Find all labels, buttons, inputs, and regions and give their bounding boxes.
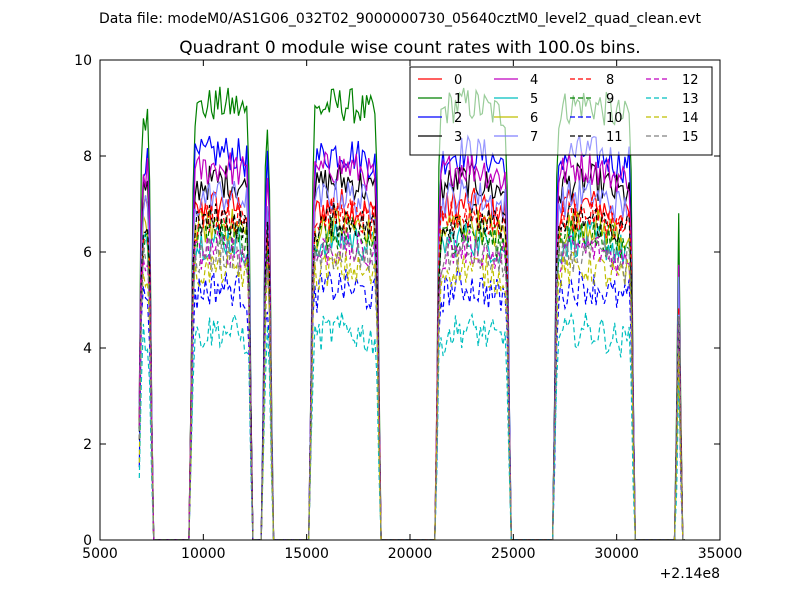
y-tick-label-1: 2 bbox=[83, 437, 92, 453]
x-tick-label-5: 30000 bbox=[594, 546, 639, 562]
series-line-6 bbox=[138, 208, 685, 540]
legend-label-13: 13 bbox=[682, 92, 699, 107]
series-line-7 bbox=[138, 177, 685, 540]
legend-label-5: 5 bbox=[530, 92, 538, 107]
chart-title: Quadrant 0 module wise count rates with … bbox=[179, 38, 640, 58]
series-line-2 bbox=[138, 134, 685, 540]
legend-label-1: 1 bbox=[454, 92, 462, 107]
series-line-0 bbox=[138, 187, 685, 540]
series-line-8 bbox=[138, 197, 685, 540]
legend-label-4: 4 bbox=[530, 73, 538, 88]
series-line-4 bbox=[138, 150, 685, 540]
series-line-9 bbox=[138, 216, 685, 540]
x-tick-label-4: 25000 bbox=[491, 546, 536, 562]
legend-label-2: 2 bbox=[454, 111, 462, 126]
legend-label-12: 12 bbox=[682, 73, 699, 88]
legend-label-6: 6 bbox=[530, 111, 538, 126]
legend-label-9: 9 bbox=[606, 92, 614, 107]
legend-label-8: 8 bbox=[606, 73, 614, 88]
series-line-11 bbox=[138, 202, 685, 540]
y-tick-label-5: 10 bbox=[74, 53, 92, 69]
series-line-13 bbox=[138, 312, 685, 540]
y-tick-label-2: 4 bbox=[83, 341, 92, 357]
x-tick-label-1: 10000 bbox=[181, 546, 226, 562]
legend-frame bbox=[409, 66, 713, 156]
legend-label-0: 0 bbox=[454, 73, 462, 88]
legend-label-11: 11 bbox=[606, 130, 623, 145]
legend-label-10: 10 bbox=[606, 111, 623, 126]
x-tick-label-6: 35000 bbox=[698, 546, 743, 562]
y-tick-label-3: 6 bbox=[83, 245, 92, 261]
series-line-10 bbox=[138, 269, 685, 540]
legend-label-7: 7 bbox=[530, 130, 538, 145]
x-tick-label-2: 15000 bbox=[284, 546, 329, 562]
legend-label-3: 3 bbox=[454, 130, 462, 145]
x-tick-label-0: 5000 bbox=[82, 546, 118, 562]
plot-frame bbox=[99, 59, 721, 541]
legend-label-14: 14 bbox=[682, 111, 699, 126]
data-file-header: Data file: modeM0/AS1G06_032T02_90000007… bbox=[99, 11, 701, 27]
y-tick-label-4: 8 bbox=[83, 149, 92, 165]
x-offset-label: +2.14e8 bbox=[660, 566, 720, 582]
legend-label-15: 15 bbox=[682, 130, 699, 145]
series-line-15 bbox=[138, 235, 685, 540]
series-line-14 bbox=[138, 249, 685, 540]
tick-layer: 5000 10000 15000 20000 25000 30000 35000 0 2 4 6 8 1… bbox=[74, 53, 742, 562]
y-tick-label-0: 0 bbox=[83, 533, 92, 549]
x-tick-label-3: 20000 bbox=[388, 546, 433, 562]
